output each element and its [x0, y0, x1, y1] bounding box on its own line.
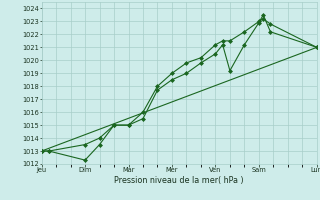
X-axis label: Pression niveau de la mer( hPa ): Pression niveau de la mer( hPa ): [114, 176, 244, 185]
